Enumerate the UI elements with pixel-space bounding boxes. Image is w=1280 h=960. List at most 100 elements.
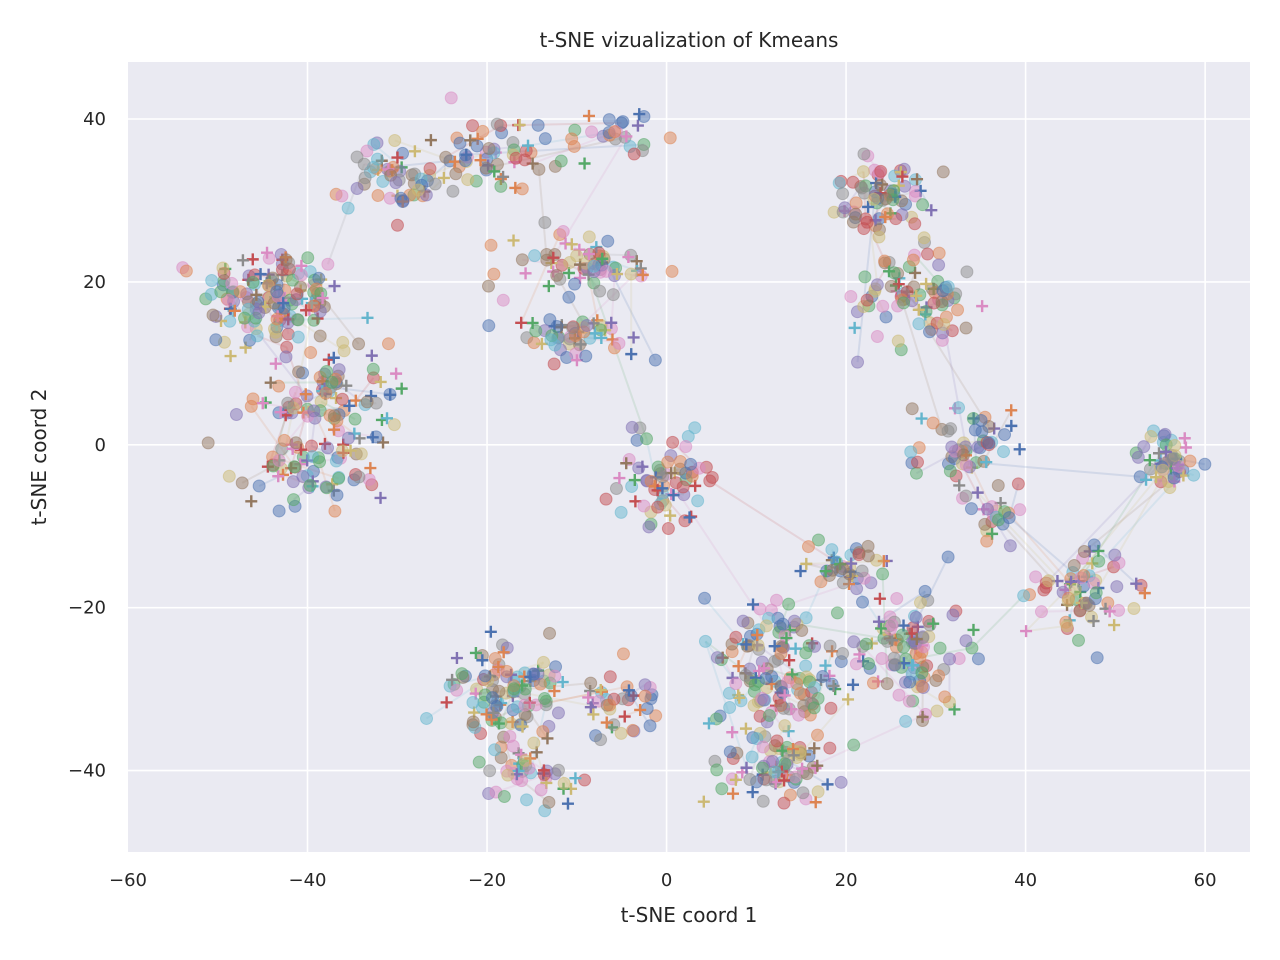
data-point xyxy=(964,502,978,516)
data-point xyxy=(603,698,617,712)
data-point xyxy=(466,715,480,729)
data-point xyxy=(446,184,460,198)
data-point xyxy=(778,629,792,643)
data-point-plus xyxy=(488,165,501,178)
data-point xyxy=(666,435,680,449)
data-point-plus xyxy=(916,710,929,723)
data-point-plus xyxy=(809,796,822,809)
data-point xyxy=(579,349,593,363)
data-point xyxy=(286,475,300,489)
data-point xyxy=(507,682,521,696)
data-point xyxy=(366,362,380,376)
x-tick-label: 40 xyxy=(1014,870,1037,891)
data-point xyxy=(528,249,542,263)
data-point-plus xyxy=(509,181,522,194)
data-point xyxy=(606,288,620,302)
data-point-plus xyxy=(620,130,633,143)
data-point xyxy=(933,641,947,655)
data-point xyxy=(688,421,702,435)
data-point xyxy=(281,396,295,410)
data-point xyxy=(946,608,960,622)
data-point xyxy=(856,595,870,609)
data-point xyxy=(897,296,911,310)
data-point xyxy=(289,436,303,450)
data-point xyxy=(899,714,913,728)
data-point xyxy=(616,647,630,661)
data-point xyxy=(648,353,662,367)
data-point xyxy=(453,136,467,150)
data-point xyxy=(300,389,314,403)
data-point xyxy=(603,670,617,684)
data-point xyxy=(1183,454,1197,468)
data-point xyxy=(991,513,1005,527)
data-point-plus xyxy=(819,659,832,672)
data-point xyxy=(776,617,790,631)
data-point-plus xyxy=(1103,605,1116,618)
data-point-plus xyxy=(492,717,505,730)
data-point-plus xyxy=(862,200,875,213)
data-point-plus xyxy=(522,139,535,152)
link-line xyxy=(537,169,548,261)
data-point xyxy=(870,330,884,344)
x-tick-label: −40 xyxy=(289,870,327,891)
data-point-plus xyxy=(448,155,461,168)
data-point xyxy=(1002,511,1016,525)
data-point-plus xyxy=(778,689,791,702)
data-point xyxy=(849,657,863,671)
data-point xyxy=(776,686,790,700)
data-point xyxy=(823,639,837,653)
data-point xyxy=(799,611,813,625)
data-point-plus xyxy=(620,457,633,470)
data-point xyxy=(816,670,830,684)
data-point-plus xyxy=(256,397,269,410)
data-point xyxy=(307,313,321,327)
data-point-plus xyxy=(582,691,595,704)
data-point xyxy=(551,763,565,777)
data-point-plus xyxy=(519,267,532,280)
data-point xyxy=(352,470,366,484)
data-point xyxy=(325,375,339,389)
data-point xyxy=(755,761,769,775)
data-point-plus xyxy=(1150,471,1163,484)
data-point xyxy=(640,432,654,446)
link-line xyxy=(1008,516,1074,574)
data-point xyxy=(529,324,543,338)
data-point xyxy=(360,144,374,158)
data-point xyxy=(554,154,568,168)
data-point xyxy=(909,611,923,625)
data-point xyxy=(860,293,874,307)
data-point xyxy=(851,355,865,369)
data-point xyxy=(335,444,349,458)
data-point xyxy=(272,504,286,518)
data-point-plus xyxy=(584,701,597,714)
data-point xyxy=(991,478,1005,492)
x-tick-label: 20 xyxy=(835,870,858,891)
data-point xyxy=(836,647,850,661)
data-point xyxy=(890,591,904,605)
data-point-plus xyxy=(910,289,923,302)
data-point xyxy=(944,422,958,436)
data-point-plus xyxy=(440,696,453,709)
data-point-plus xyxy=(1159,445,1172,458)
data-point xyxy=(272,453,286,467)
data-point xyxy=(389,176,403,190)
data-point xyxy=(515,253,529,267)
data-point xyxy=(855,181,869,195)
data-point xyxy=(778,719,792,733)
data-point xyxy=(810,728,824,742)
data-point xyxy=(861,549,875,563)
data-point xyxy=(919,304,933,318)
data-point xyxy=(307,299,321,313)
data-point xyxy=(252,479,266,493)
data-point xyxy=(341,431,355,445)
data-point-plus xyxy=(872,615,885,628)
data-point xyxy=(743,772,757,786)
data-point xyxy=(277,433,291,447)
data-point xyxy=(614,505,628,519)
data-point-plus xyxy=(541,732,554,745)
link-line xyxy=(799,698,849,756)
data-point xyxy=(1089,586,1103,600)
data-point-plus xyxy=(374,491,387,504)
data-point xyxy=(201,436,215,450)
data-point xyxy=(643,719,657,733)
